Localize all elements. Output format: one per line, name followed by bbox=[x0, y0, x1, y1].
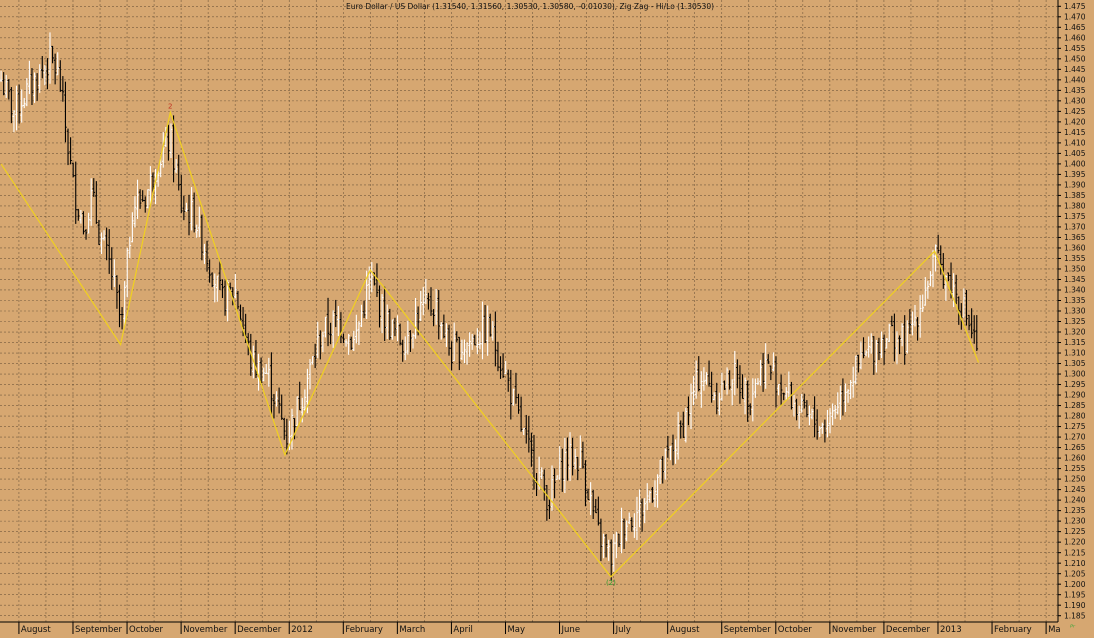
zigzag-label: 2 bbox=[168, 102, 172, 110]
x-tick-label: October bbox=[778, 625, 813, 634]
y-tick-label: 1.410 bbox=[1064, 138, 1086, 147]
y-tick-label: 1.320 bbox=[1064, 328, 1086, 337]
y-tick-label: 1.390 bbox=[1064, 181, 1086, 190]
zigzag-label: (2) bbox=[606, 579, 616, 587]
y-tick-label: 1.195 bbox=[1064, 590, 1086, 599]
y-tick-label: 1.400 bbox=[1064, 160, 1086, 169]
y-axis-panel bbox=[1058, 0, 1094, 634]
price-bars bbox=[0, 32, 979, 581]
y-tick-label: 1.295 bbox=[1064, 380, 1086, 389]
y-tick-label: 1.345 bbox=[1064, 275, 1086, 284]
y-tick-label: 1.280 bbox=[1064, 412, 1086, 421]
y-tick-label: 1.325 bbox=[1064, 317, 1086, 326]
y-tick-label: 1.440 bbox=[1064, 75, 1086, 84]
y-tick-label: 1.215 bbox=[1064, 548, 1086, 557]
zigzag-labels: 2 (2) bbox=[168, 102, 616, 586]
x-tick-label: September bbox=[724, 625, 771, 634]
y-tick-label: 1.420 bbox=[1064, 117, 1086, 126]
x-tick-label: October bbox=[129, 625, 164, 634]
y-tick-label: 1.250 bbox=[1064, 475, 1086, 484]
x-axis: August September October November December 20… bbox=[18, 622, 1061, 635]
y-tick-label: 1.455 bbox=[1064, 44, 1086, 53]
y-tick-label: 1.205 bbox=[1064, 569, 1086, 578]
y-tick-label: 1.335 bbox=[1064, 296, 1086, 305]
x-tick-label: November bbox=[832, 625, 877, 634]
y-tick-label: 1.305 bbox=[1064, 359, 1086, 368]
y-tick-label: 1.340 bbox=[1064, 286, 1086, 295]
y-tick-label: 1.430 bbox=[1064, 96, 1086, 105]
y-tick-label: 1.270 bbox=[1064, 433, 1086, 442]
y-tick-label: 1.190 bbox=[1064, 601, 1086, 610]
y-tick-label: 1.290 bbox=[1064, 391, 1086, 400]
y-tick-label: 1.380 bbox=[1064, 202, 1086, 211]
y-tick-label: 1.450 bbox=[1064, 54, 1086, 63]
y-tick-label: 1.370 bbox=[1064, 223, 1086, 232]
y-tick-label: 1.285 bbox=[1064, 401, 1086, 410]
y-tick-label: 1.245 bbox=[1064, 485, 1086, 494]
x-tick-label: 2012 bbox=[291, 625, 313, 634]
y-tick-label: 1.315 bbox=[1064, 338, 1086, 347]
x-tick-label: December bbox=[237, 625, 282, 634]
y-tick-label: 1.265 bbox=[1064, 443, 1086, 452]
y-tick-label: 1.465 bbox=[1064, 23, 1086, 32]
y-tick-label: 1.350 bbox=[1064, 265, 1086, 274]
y-tick-label: 1.405 bbox=[1064, 149, 1086, 158]
x-tick-label: April bbox=[453, 625, 472, 634]
y-tick-label: 1.275 bbox=[1064, 422, 1086, 431]
x-tick-label: August bbox=[21, 625, 51, 634]
x-tick-label: November bbox=[183, 625, 228, 634]
y-tick-label: 1.230 bbox=[1064, 517, 1086, 526]
x-tick-label: Ma bbox=[1048, 625, 1061, 634]
y-tick-label: 1.260 bbox=[1064, 454, 1086, 463]
x-tick-label: February bbox=[345, 625, 383, 634]
x-tick-label: December bbox=[886, 625, 931, 634]
y-tick-label: 1.435 bbox=[1064, 86, 1086, 95]
y-tick-label: 1.360 bbox=[1064, 244, 1086, 253]
y-tick-label: 1.300 bbox=[1064, 370, 1086, 379]
y-tick-label: 1.355 bbox=[1064, 254, 1086, 263]
y-tick-label: 1.220 bbox=[1064, 538, 1086, 547]
y-tick-label: 1.375 bbox=[1064, 212, 1086, 221]
y-tick-label: 1.475 bbox=[1064, 2, 1086, 11]
x-tick-label: September bbox=[75, 625, 122, 634]
y-tick-label: 1.185 bbox=[1064, 611, 1086, 620]
corner-label: ᴾʳ bbox=[1070, 623, 1076, 632]
y-tick-label: 1.210 bbox=[1064, 559, 1086, 568]
y-tick-label: 1.415 bbox=[1064, 128, 1086, 137]
y-tick-label: 1.385 bbox=[1064, 191, 1086, 200]
x-tick-label: March bbox=[399, 625, 425, 634]
y-tick-label: 1.395 bbox=[1064, 170, 1086, 179]
zigzag-indicator bbox=[0, 110, 980, 578]
y-tick-label: 1.200 bbox=[1064, 580, 1086, 589]
y-tick-label: 1.255 bbox=[1064, 464, 1086, 473]
y-tick-label: 1.460 bbox=[1064, 33, 1086, 42]
y-tick-label: 1.445 bbox=[1064, 65, 1086, 74]
x-tick-label: February bbox=[994, 625, 1032, 634]
y-tick-label: 1.225 bbox=[1064, 527, 1086, 536]
y-tick-label: 1.330 bbox=[1064, 307, 1086, 316]
x-tick-label: 2013 bbox=[940, 625, 962, 634]
chart-title: Euro Dollar / US Dollar (1.31540, 1.3156… bbox=[346, 2, 714, 11]
x-tick-label: June bbox=[561, 625, 581, 634]
y-tick-label: 1.310 bbox=[1064, 349, 1086, 358]
y-tick-label: 1.425 bbox=[1064, 107, 1086, 116]
y-tick-label: 1.235 bbox=[1064, 506, 1086, 515]
y-tick-label: 1.470 bbox=[1064, 12, 1086, 21]
x-tick-label: May bbox=[507, 625, 525, 634]
y-tick-label: 1.240 bbox=[1064, 496, 1086, 505]
y-tick-label: 1.365 bbox=[1064, 233, 1086, 242]
zigzag-line bbox=[0, 110, 980, 578]
x-tick-label: July bbox=[615, 625, 631, 634]
grid-lines bbox=[0, 0, 1058, 622]
x-tick-label: August bbox=[670, 625, 700, 634]
